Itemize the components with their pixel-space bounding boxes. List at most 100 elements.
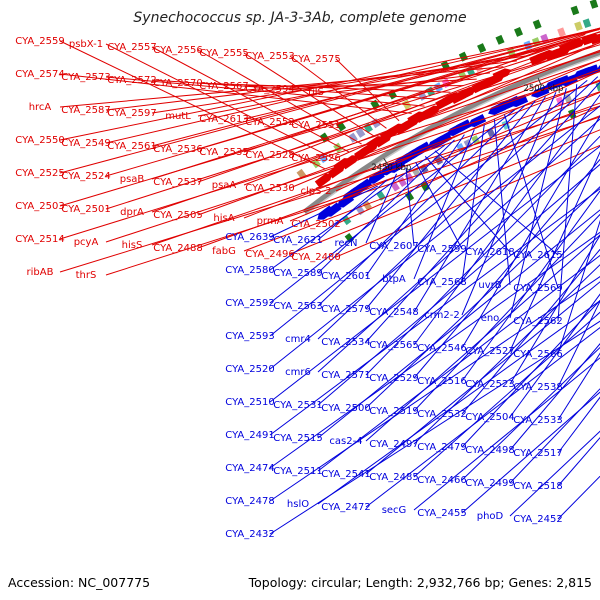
inner-cog-block [595, 82, 600, 92]
reverse-gene-label: CYA_2517 [513, 448, 562, 459]
label-connector [413, 96, 546, 313]
outer-tick-mark [495, 34, 505, 45]
reverse-gene-label: CYA_2523 [465, 379, 514, 390]
reverse-gene-label: CYA_2510 [225, 397, 274, 408]
forward-gene-label: CYA_2480 [291, 252, 340, 263]
label-connector [365, 134, 465, 277]
label-connector [461, 92, 557, 316]
forward-gene-label: dprA [120, 207, 144, 218]
label-connector [243, 115, 600, 252]
inner-tick-mark [420, 181, 430, 192]
reverse-gene-label: CYA_2532 [417, 409, 466, 420]
label-connector [461, 115, 600, 349]
reverse-gene-label: CYA_2538 [513, 382, 562, 393]
label-connector [509, 343, 600, 451]
label-connector [461, 346, 600, 481]
reverse-gene-label: hslO [287, 499, 309, 510]
reverse-gene-label: CYA_2579 [321, 304, 370, 315]
reverse-gene-label: CYA_2491 [225, 430, 274, 441]
reverse-gene-label: CYA_2599 [417, 244, 466, 255]
label-connector [365, 81, 600, 343]
label-connector [269, 231, 600, 469]
outer-cog-block [557, 27, 566, 38]
forward-gene-label: CYA_2502 [291, 219, 340, 230]
label-connector [365, 173, 398, 244]
label-connector [365, 326, 600, 508]
reverse-gene-label: CYA_2546 [417, 343, 466, 354]
forward-gene-arrow [314, 173, 333, 188]
outer-tick-mark [532, 19, 542, 30]
forward-gene-label: mutL [165, 111, 191, 122]
outer-cog-block [355, 127, 366, 138]
reverse-gene-label: crm2-2 [424, 310, 460, 321]
label-connector [151, 91, 600, 246]
label-connector [413, 264, 600, 445]
forward-gene-label: CYA_2597 [107, 108, 156, 119]
reverse-gene-label: CYA_2511 [273, 466, 322, 477]
label-connector [434, 150, 559, 256]
reverse-gene-label: CYA_2534 [321, 337, 370, 348]
label-connector [317, 139, 455, 274]
inner-cog-block [412, 168, 422, 179]
label-connector [243, 49, 600, 186]
label-connectors [59, 27, 600, 535]
reverse-gene-label: CYA_2474 [225, 463, 274, 474]
label-connector [317, 254, 600, 472]
inner-cog-block [341, 215, 352, 226]
kbp-tick [537, 77, 542, 86]
reverse-gene-label: CYA_2565 [369, 340, 418, 351]
label-connector [317, 179, 388, 241]
label-connector [289, 59, 600, 189]
label-connector [335, 70, 600, 192]
label-connector [59, 71, 600, 240]
reverse-gene-label: uvrB [478, 280, 501, 291]
forward-gene-label: CYA_2496 [245, 249, 294, 260]
forward-gene-label: CYA_2570 [153, 78, 202, 89]
reverse-gene-label: CYA_2466 [417, 475, 466, 486]
forward-gene-label: CYA_2555 [199, 48, 248, 59]
reverse-gene-label: CYA_2504 [465, 412, 514, 423]
label-connector [269, 79, 588, 337]
reverse-gene-label: recN [334, 238, 357, 249]
reverse-gene-label: cmr6 [285, 367, 311, 378]
reverse-gene-label: CYA_2531 [273, 400, 322, 411]
reverse-gene-label: secG [382, 505, 407, 516]
label-connector [509, 293, 600, 418]
forward-gene-label: CYA_2488 [153, 243, 202, 254]
label-connector [335, 72, 491, 93]
reverse-gene-label: CYA_2548 [369, 307, 418, 318]
label-connector [317, 209, 600, 439]
forward-gene-label: pcyA [74, 237, 99, 248]
reverse-gene-label: CYA_2498 [465, 445, 514, 456]
forward-gene-label: CYA_2525 [15, 168, 64, 179]
label-connector [59, 105, 600, 273]
reverse-gene-label: CYA_2601 [321, 271, 370, 282]
forward-gene-label: CYA_2549 [61, 138, 110, 149]
label-connector [105, 31, 600, 177]
reverse-gene-label: CYA_2516 [417, 376, 466, 387]
forward-gene-label: CYA_2557 [107, 42, 156, 53]
reverse-gene-label: CYA_2533 [513, 415, 562, 426]
inner-cog-block [563, 93, 573, 104]
label-connector [59, 29, 600, 141]
reverse-gene-label: CYA_2519 [369, 406, 418, 417]
reverse-gene-label: CYA_2432 [225, 529, 274, 540]
label-connector [335, 33, 586, 126]
inner-cog-block [471, 135, 481, 145]
forward-gene-label: thrS [76, 270, 97, 281]
reverse-gene-label: CYA_2541 [321, 469, 370, 480]
label-connector [509, 88, 567, 319]
reverse-gene-label: CYA_2569 [513, 283, 562, 294]
label-connector [151, 36, 600, 180]
reverse-gene-label: CYA_2621 [273, 235, 322, 246]
forward-gene-label: CYA_2553 [245, 51, 294, 62]
inner-cog-block [390, 181, 400, 192]
forward-gene-label: CYA_2501 [61, 204, 110, 215]
backbone-arc [302, 49, 600, 214]
reverse-gene-label: CYA_2452 [513, 514, 562, 525]
reverse-gene-label: CYA_2497 [369, 439, 418, 450]
label-connector [269, 144, 445, 271]
forward-gene-label: CYA_2536 [153, 144, 202, 155]
reverse-gene-label: CYA_2472 [321, 502, 370, 513]
